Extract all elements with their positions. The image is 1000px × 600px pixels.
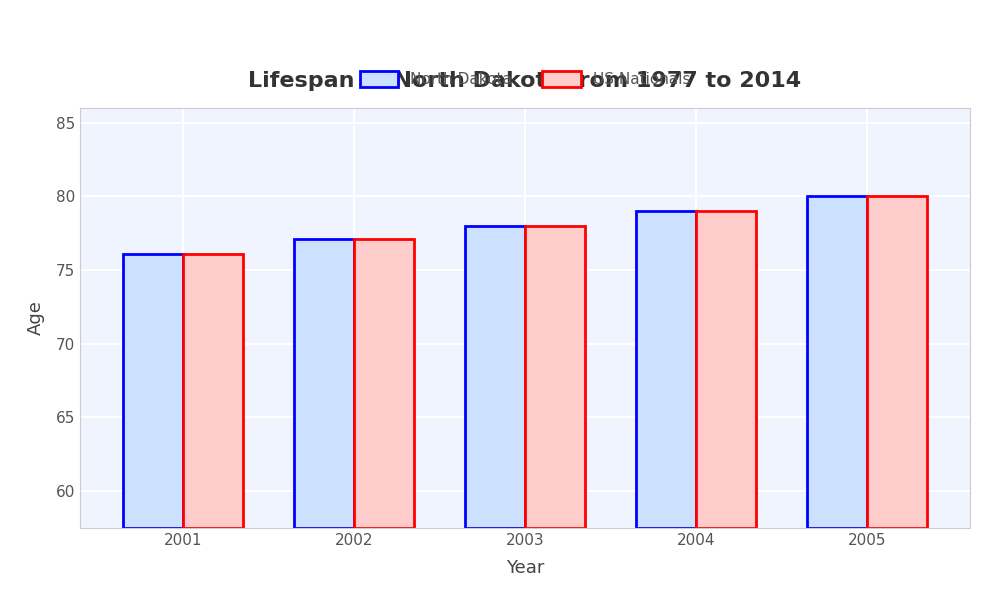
- Legend: North Dakota, US Nationals: North Dakota, US Nationals: [354, 65, 696, 94]
- Y-axis label: Age: Age: [27, 301, 45, 335]
- Bar: [696, 211, 756, 528]
- X-axis label: Year: Year: [506, 559, 544, 577]
- Bar: [294, 239, 354, 528]
- Bar: [354, 239, 414, 528]
- Bar: [465, 226, 525, 528]
- Bar: [525, 226, 585, 528]
- Bar: [123, 254, 183, 528]
- Bar: [807, 196, 867, 528]
- Title: Lifespan in North Dakota from 1977 to 2014: Lifespan in North Dakota from 1977 to 20…: [248, 71, 802, 91]
- Bar: [867, 196, 927, 528]
- Bar: [636, 211, 696, 528]
- Bar: [183, 254, 243, 528]
